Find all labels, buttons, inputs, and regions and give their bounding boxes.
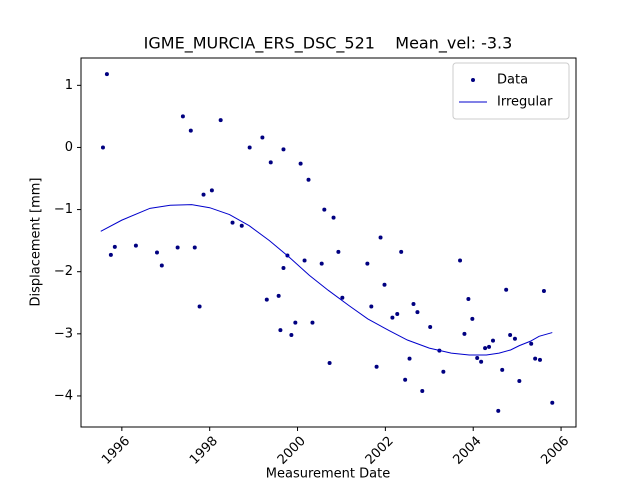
legend-label: Data (497, 73, 528, 88)
data-point (327, 361, 332, 366)
y-tick-label: 0 (65, 140, 73, 155)
trend-line (100, 204, 553, 356)
data-point (306, 177, 311, 182)
data-point (336, 249, 341, 254)
x-axis-label: Measurement Date (266, 467, 390, 480)
x-tick-label: 1996 (99, 434, 133, 468)
data-point (537, 357, 542, 362)
x-tick-label: 1998 (187, 434, 221, 468)
data-point (475, 356, 480, 361)
data-point (470, 316, 475, 321)
data-point (281, 147, 286, 152)
data-point (108, 252, 113, 257)
data-point (100, 145, 105, 150)
data-point (319, 261, 324, 266)
data-point (496, 408, 501, 413)
data-point (399, 249, 404, 254)
y-tick-label: −1 (54, 202, 73, 217)
data-point (369, 304, 374, 309)
data-point (104, 72, 109, 77)
data-point (293, 320, 298, 325)
data-point (230, 220, 235, 225)
x-tick-label: 2000 (275, 434, 309, 468)
x-tick-label: 2002 (363, 434, 397, 468)
data-point (487, 344, 492, 349)
plot-frame (80, 57, 577, 428)
data-point (533, 356, 538, 361)
data-point (415, 310, 420, 315)
data-point (541, 288, 546, 293)
data-point (188, 128, 193, 133)
data-point (154, 250, 159, 255)
data-point (340, 295, 345, 300)
data-point (466, 297, 471, 302)
data-point (302, 258, 307, 263)
data-point (310, 320, 315, 325)
data-point (201, 192, 206, 197)
legend-box (452, 62, 570, 120)
data-point (420, 388, 425, 393)
data-point (517, 379, 522, 384)
data-point (508, 333, 513, 338)
data-point (289, 333, 294, 338)
y-tick-label: 1 (65, 78, 73, 93)
data-point (239, 223, 244, 228)
data-point (490, 338, 495, 343)
data-point (264, 297, 269, 302)
data-point (209, 188, 214, 193)
data-point (112, 244, 117, 249)
data-point (298, 161, 303, 166)
data-point (483, 346, 488, 351)
data-point (278, 328, 283, 333)
data-point (550, 400, 555, 405)
chart-title: IGME_MURCIA_ERS_DSC_521 Mean_vel: -3.3 (144, 34, 513, 54)
y-axis-label: Displacement [mm] (29, 178, 44, 307)
data-point (378, 235, 383, 240)
data-point (407, 356, 412, 361)
data-point (403, 377, 408, 382)
data-point (268, 160, 273, 165)
data-point (390, 315, 395, 320)
data-point (441, 369, 446, 374)
data-point (331, 215, 336, 220)
data-point (276, 293, 281, 298)
data-point (458, 258, 463, 263)
data-point (428, 324, 433, 329)
data-point (382, 282, 387, 287)
data-point (500, 367, 505, 372)
data-point (462, 331, 467, 336)
data-point (281, 265, 286, 270)
data-point (197, 304, 202, 309)
data-point (218, 118, 223, 123)
data-point (247, 145, 252, 150)
data-point (322, 207, 327, 212)
data-point (133, 243, 138, 248)
data-point (365, 261, 370, 266)
data-point (512, 336, 517, 341)
data-point (504, 287, 509, 292)
data-point (180, 114, 185, 119)
legend-marker (471, 78, 475, 82)
data-point (192, 245, 197, 250)
y-tick-label: −4 (54, 388, 73, 403)
data-point (175, 245, 180, 250)
data-point (159, 263, 164, 268)
x-tick-label: 2004 (451, 434, 485, 468)
x-tick-label: 2006 (538, 434, 572, 468)
legend-label: Irregular (497, 95, 553, 110)
data-point (479, 359, 484, 364)
data-point (260, 135, 265, 140)
y-tick-label: −2 (54, 264, 73, 279)
data-point (395, 311, 400, 316)
data-point (411, 302, 416, 306)
y-tick-label: −3 (54, 326, 73, 341)
data-point (374, 364, 379, 369)
data-point (529, 341, 534, 346)
